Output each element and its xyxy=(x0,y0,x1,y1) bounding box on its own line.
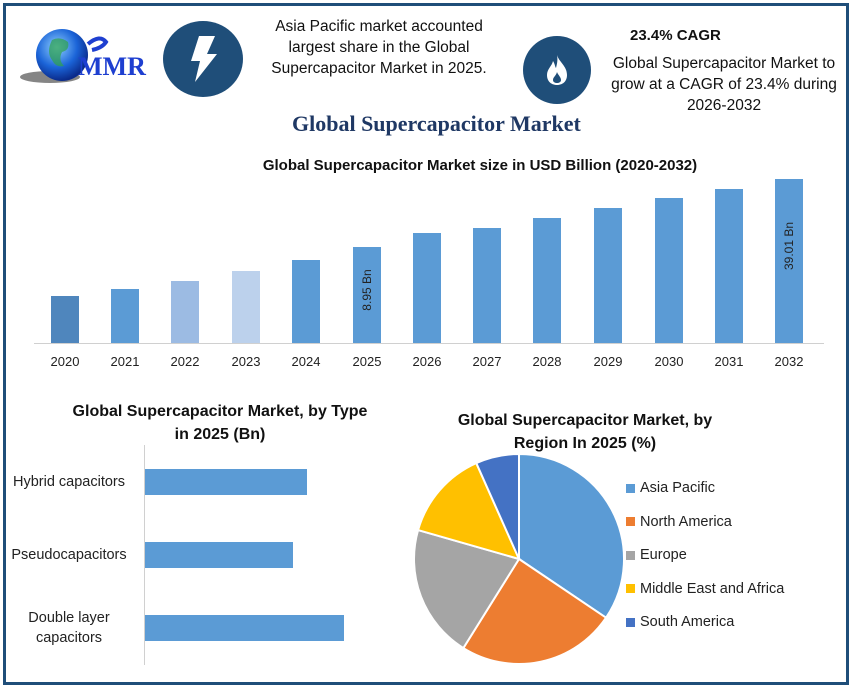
bar-2030 xyxy=(655,198,683,343)
x-tick: 2026 xyxy=(412,354,442,369)
mmr-logo: MMR xyxy=(16,22,156,92)
bar-2021 xyxy=(111,289,139,343)
pie-slice-europe xyxy=(413,528,521,650)
bar-2029 xyxy=(594,208,622,343)
x-tick: 2029 xyxy=(593,354,623,369)
x-tick: 2030 xyxy=(654,354,684,369)
lightning-icon xyxy=(191,36,217,82)
pie-slice-south-america xyxy=(474,452,520,560)
label-double-layer: Double layer capacitors xyxy=(6,608,132,648)
legend-north-america: North America xyxy=(626,512,784,532)
label-double-layer-line2: capacitors xyxy=(35,630,103,646)
flame-icon xyxy=(547,55,567,85)
x-tick: 2025 xyxy=(352,354,382,369)
bar-double-layer xyxy=(145,615,344,641)
x-axis-line xyxy=(34,343,824,344)
region-chart-title-line1: Global Supercapacitor Market, by xyxy=(457,412,713,429)
pie-slice-north-america xyxy=(461,557,608,666)
x-tick: 2020 xyxy=(50,354,80,369)
region-chart-title-line2: Region In 2025 (%) xyxy=(513,435,657,452)
flame-badge xyxy=(523,36,591,104)
legend-south-america: South America xyxy=(626,612,784,632)
bar-chart-title: Global Supercapacitor Market size in USD… xyxy=(262,157,698,174)
bar-2022 xyxy=(171,281,199,343)
region-chart-title: Global Supercapacitor Market, by Region … xyxy=(430,409,740,455)
x-tick: 2023 xyxy=(231,354,261,369)
page-title: Global Supercapacitor Market xyxy=(292,111,581,136)
infographic-frame xyxy=(3,3,849,685)
market-size-bar-chart: 8.95 Bn 39.01 Bn 2020 2021 2022 2023 202… xyxy=(34,170,824,380)
x-tick: 2024 xyxy=(291,354,321,369)
legend-asia-pacific: Asia Pacific xyxy=(626,478,784,498)
bar-2032-label: 39.01 Bn xyxy=(782,221,796,271)
bar-2028 xyxy=(533,218,561,343)
logo-text: MMR xyxy=(78,52,146,81)
globe-icon xyxy=(20,29,109,83)
cagr-headline: 23.4% CAGR xyxy=(630,27,721,44)
type-axis-line xyxy=(144,445,145,665)
label-hybrid: Hybrid capacitors xyxy=(12,474,125,490)
pie-slice-asia-pacific xyxy=(518,452,625,620)
pie-slice-mea xyxy=(416,461,521,561)
bar-2031 xyxy=(715,189,743,343)
bar-2024 xyxy=(292,260,320,343)
region-legend: Asia Pacific North America Europe Middle… xyxy=(626,478,784,632)
bar-2027 xyxy=(473,228,501,343)
x-tick: 2028 xyxy=(532,354,562,369)
x-tick: 2031 xyxy=(714,354,744,369)
legend-label: Europe xyxy=(640,547,687,563)
bar-2032: 39.01 Bn xyxy=(775,179,803,343)
lightning-badge xyxy=(163,21,243,97)
legend-label: Middle East and Africa xyxy=(640,580,785,597)
bar-2020 xyxy=(51,296,79,343)
bar-2025-label: 8.95 Bn xyxy=(360,269,374,311)
asia-pacific-note: Asia Pacific market accounted largest sh… xyxy=(271,18,487,77)
bar-pseudo xyxy=(145,542,293,568)
legend-label: Asia Pacific xyxy=(640,480,715,496)
legend-label: South America xyxy=(640,614,735,630)
bar-hybrid xyxy=(145,469,307,495)
legend-europe: Europe xyxy=(626,545,784,565)
legend-label: North America xyxy=(640,513,732,530)
bar-2023 xyxy=(232,271,260,343)
type-chart-title-line1: Global Supercapacitor Market, by Type xyxy=(72,403,368,420)
x-tick: 2021 xyxy=(110,354,140,369)
label-double-layer-line1: Double layer xyxy=(28,610,110,626)
x-tick: 2022 xyxy=(170,354,200,369)
bar-2025: 8.95 Bn xyxy=(353,247,381,343)
label-pseudo: Pseudocapacitors xyxy=(11,547,127,563)
cagr-note: Global Supercapacitor Market to grow at … xyxy=(611,55,837,114)
bar-2026 xyxy=(413,233,441,343)
type-chart-title-line2: in 2025 (Bn) xyxy=(174,426,266,443)
x-tick: 2032 xyxy=(774,354,804,369)
x-tick: 2027 xyxy=(472,354,502,369)
region-pie-chart xyxy=(413,452,625,666)
type-chart-title: Global Supercapacitor Market, by Type in… xyxy=(40,400,400,446)
legend-mea: Middle East and Africa xyxy=(626,579,784,599)
